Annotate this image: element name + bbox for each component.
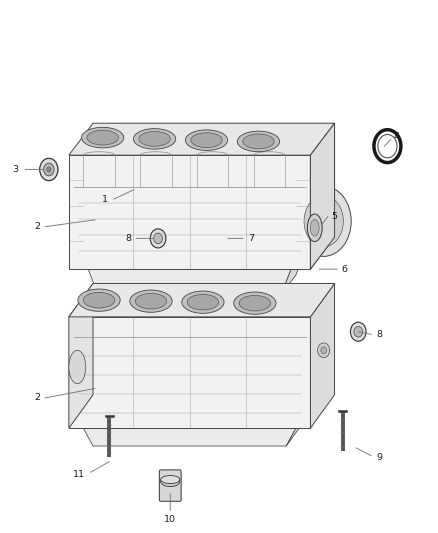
Polygon shape [69, 317, 311, 428]
Circle shape [354, 326, 363, 337]
Polygon shape [88, 269, 291, 294]
Circle shape [350, 322, 366, 341]
Ellipse shape [296, 186, 351, 256]
Ellipse shape [185, 130, 228, 150]
Ellipse shape [234, 292, 276, 314]
Text: 3: 3 [13, 165, 19, 174]
Text: 1: 1 [102, 195, 108, 204]
Circle shape [47, 167, 51, 172]
Polygon shape [311, 123, 335, 269]
Polygon shape [69, 284, 335, 317]
Text: 9: 9 [377, 453, 382, 462]
Polygon shape [311, 123, 335, 269]
Polygon shape [69, 284, 93, 428]
Polygon shape [286, 411, 308, 446]
Text: 4: 4 [393, 132, 399, 141]
Ellipse shape [134, 128, 176, 149]
Text: 8: 8 [125, 234, 131, 243]
Polygon shape [69, 123, 335, 155]
Text: 6: 6 [342, 265, 348, 273]
Ellipse shape [191, 133, 222, 148]
Ellipse shape [182, 291, 224, 313]
FancyBboxPatch shape [159, 470, 181, 501]
Ellipse shape [87, 130, 118, 145]
Polygon shape [281, 250, 306, 294]
Ellipse shape [239, 295, 271, 311]
Ellipse shape [307, 214, 322, 241]
Ellipse shape [69, 350, 86, 384]
Ellipse shape [135, 293, 167, 309]
Ellipse shape [161, 475, 180, 483]
Ellipse shape [187, 294, 219, 310]
Circle shape [318, 343, 330, 358]
Circle shape [44, 163, 54, 176]
Ellipse shape [237, 131, 279, 152]
Circle shape [154, 233, 162, 244]
Polygon shape [311, 284, 335, 428]
Ellipse shape [310, 220, 319, 236]
Ellipse shape [243, 134, 274, 149]
Circle shape [40, 158, 58, 181]
Polygon shape [83, 428, 296, 446]
Ellipse shape [161, 477, 180, 487]
Ellipse shape [130, 290, 172, 312]
Text: 2: 2 [35, 222, 41, 231]
Polygon shape [69, 155, 311, 269]
Ellipse shape [313, 208, 334, 235]
Text: 5: 5 [331, 212, 337, 221]
Ellipse shape [78, 289, 120, 311]
Text: 11: 11 [73, 471, 85, 479]
Text: 2: 2 [35, 393, 41, 402]
Text: 7: 7 [248, 234, 254, 243]
Text: 10: 10 [164, 515, 176, 524]
Ellipse shape [83, 293, 115, 308]
Circle shape [321, 347, 327, 354]
Ellipse shape [81, 127, 124, 148]
Ellipse shape [304, 196, 343, 247]
Text: 8: 8 [377, 330, 382, 339]
Circle shape [150, 229, 166, 248]
Ellipse shape [139, 132, 170, 146]
